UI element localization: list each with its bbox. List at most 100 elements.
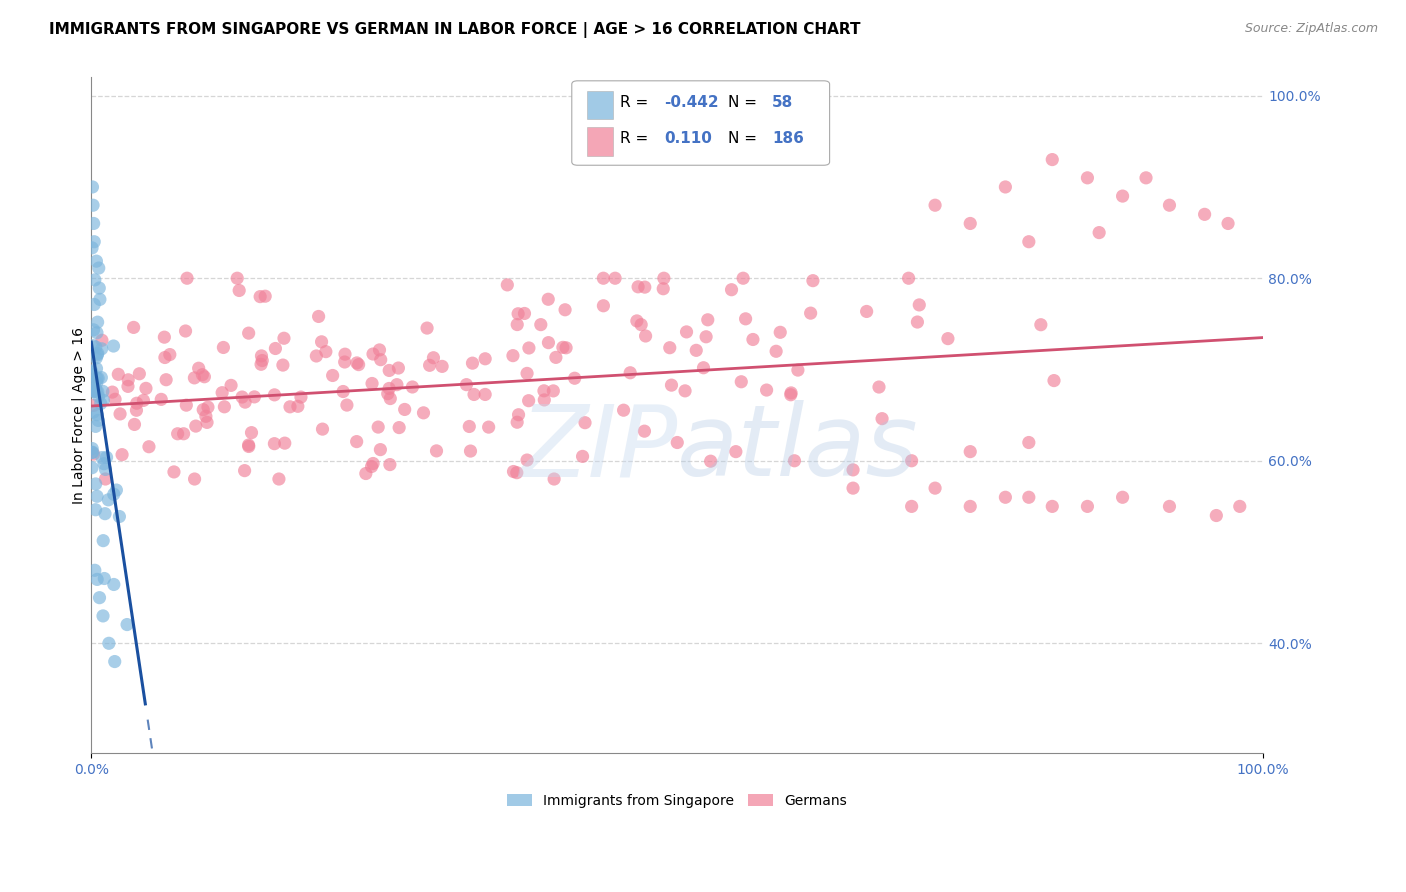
Point xyxy=(184,419,207,434)
Point xyxy=(377,386,399,401)
Point xyxy=(422,351,444,365)
Point xyxy=(855,304,877,318)
Point xyxy=(634,280,657,294)
Point xyxy=(508,408,530,422)
Point xyxy=(496,277,519,292)
Point xyxy=(212,341,235,355)
Point xyxy=(264,342,287,356)
Point xyxy=(346,356,368,370)
Point xyxy=(86,348,108,362)
Point xyxy=(96,450,118,465)
Point xyxy=(765,344,787,359)
Point xyxy=(84,381,107,395)
Point xyxy=(842,463,865,477)
Point xyxy=(89,293,111,307)
Point xyxy=(197,400,219,414)
Point xyxy=(1159,500,1181,514)
Point xyxy=(387,361,409,376)
Point xyxy=(311,422,333,436)
Point xyxy=(626,314,648,328)
Point xyxy=(720,283,742,297)
Point xyxy=(159,348,181,362)
Point xyxy=(211,385,233,400)
Point xyxy=(103,577,125,591)
Point xyxy=(378,363,401,377)
Point xyxy=(80,365,103,379)
Point xyxy=(959,217,981,231)
Point xyxy=(574,416,596,430)
Point xyxy=(461,356,484,370)
Point xyxy=(311,334,333,349)
Point xyxy=(1040,153,1063,167)
Point xyxy=(263,388,285,402)
Point xyxy=(842,481,865,495)
Text: N =: N = xyxy=(728,95,756,110)
Text: N =: N = xyxy=(728,131,756,146)
Point xyxy=(187,361,209,376)
Point xyxy=(1018,235,1040,249)
Point xyxy=(89,281,111,295)
Point xyxy=(692,360,714,375)
Point xyxy=(333,355,356,369)
Point xyxy=(463,387,485,401)
Y-axis label: In Labor Force | Age > 16: In Labor Force | Age > 16 xyxy=(72,326,86,504)
Point xyxy=(800,306,823,320)
Point xyxy=(517,341,540,355)
Point xyxy=(82,198,104,212)
Point xyxy=(86,376,108,390)
Point xyxy=(128,367,150,381)
Point xyxy=(274,436,297,450)
Point xyxy=(193,369,215,384)
Point xyxy=(1205,508,1227,523)
Point xyxy=(354,467,377,481)
Point xyxy=(83,399,105,413)
Point xyxy=(516,453,538,467)
Point xyxy=(673,384,696,398)
Point xyxy=(1018,490,1040,504)
Point xyxy=(86,361,108,376)
Point xyxy=(1043,374,1066,388)
Point xyxy=(195,416,218,430)
Point xyxy=(240,425,263,440)
Point xyxy=(347,358,370,372)
Point xyxy=(555,341,578,355)
Point xyxy=(243,390,266,404)
Text: R =: R = xyxy=(620,95,648,110)
Point xyxy=(193,402,215,417)
Point xyxy=(868,380,890,394)
Point xyxy=(228,284,250,298)
Point xyxy=(84,419,107,434)
Text: 58: 58 xyxy=(772,95,793,110)
Point xyxy=(634,329,657,343)
Point xyxy=(564,371,586,385)
Point xyxy=(666,435,689,450)
Point xyxy=(97,636,120,650)
Point xyxy=(91,608,114,623)
Point xyxy=(458,419,481,434)
Point xyxy=(163,465,186,479)
Text: IMMIGRANTS FROM SINGAPORE VS GERMAN IN LABOR FORCE | AGE > 16 CORRELATION CHART: IMMIGRANTS FROM SINGAPORE VS GERMAN IN L… xyxy=(49,22,860,38)
Point xyxy=(87,346,110,360)
Point xyxy=(613,403,636,417)
Point xyxy=(401,380,423,394)
Point xyxy=(104,392,127,407)
Point xyxy=(249,290,271,304)
Point xyxy=(783,454,806,468)
Point xyxy=(627,280,650,294)
Point xyxy=(226,271,249,285)
Point xyxy=(233,464,256,478)
Point xyxy=(1018,435,1040,450)
Point xyxy=(430,359,453,374)
Point xyxy=(84,502,107,516)
Point xyxy=(238,326,260,340)
Point xyxy=(412,406,434,420)
Point xyxy=(155,373,177,387)
Point xyxy=(336,398,359,412)
Point xyxy=(305,349,328,363)
Point xyxy=(733,271,755,285)
Point xyxy=(122,320,145,334)
Point xyxy=(82,442,104,456)
Text: atlas: atlas xyxy=(678,401,920,498)
Point xyxy=(86,573,108,587)
Point xyxy=(908,298,931,312)
